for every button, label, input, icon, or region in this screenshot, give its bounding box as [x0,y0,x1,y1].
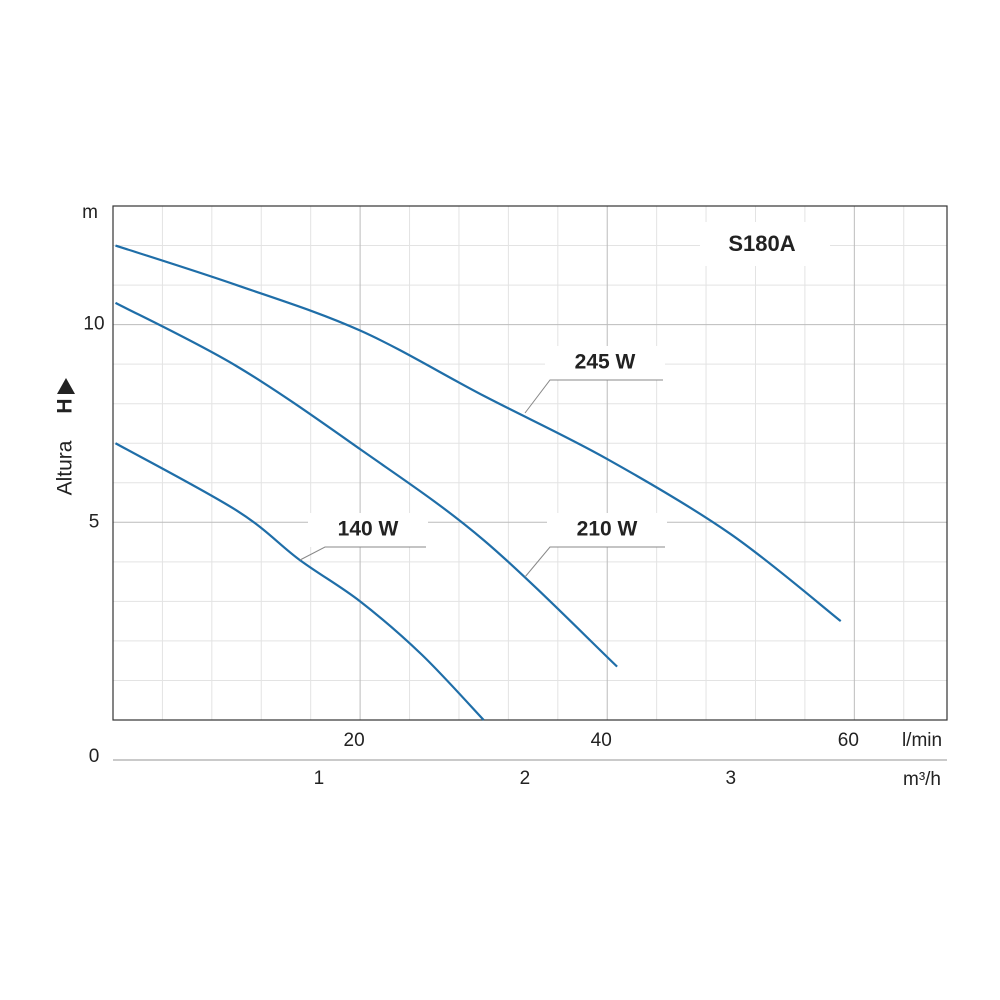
x-tick-label: 60 [838,730,859,751]
curve [114,442,485,721]
leader-line [524,546,665,578]
plot-frame [112,205,948,721]
x2-tick-label: 3 [725,768,736,789]
chart-title: S180A [728,231,795,256]
y-tick-label: 5 [89,511,100,532]
y-unit: m [82,202,98,223]
curve-label: 140 W [338,518,399,541]
y-tick-label: 10 [83,314,104,335]
curve-label-box [545,346,665,380]
curve-label: 210 W [577,518,638,541]
curve-label-box [308,513,428,547]
curve-label: 245 W [575,351,636,374]
x-tick-label: 40 [591,730,612,751]
x2-unit: m³/h [903,769,941,790]
leader-line [299,546,426,561]
curve [115,244,842,623]
x2-tick-label: 2 [520,768,531,789]
leader-line [524,379,663,414]
y-axis-label: Altura H [54,378,77,495]
curve [114,301,618,668]
x-tick-label: 20 [344,730,365,751]
y-label-arrow [57,378,75,394]
curve-label-box [547,513,667,547]
y-tick-label: 0 [89,746,100,767]
x2-tick-label: 1 [314,768,325,789]
y-label-symbol: H [54,398,77,413]
title-box [700,222,830,266]
x-unit: l/min [902,730,942,751]
y-label: Altura [54,440,77,495]
